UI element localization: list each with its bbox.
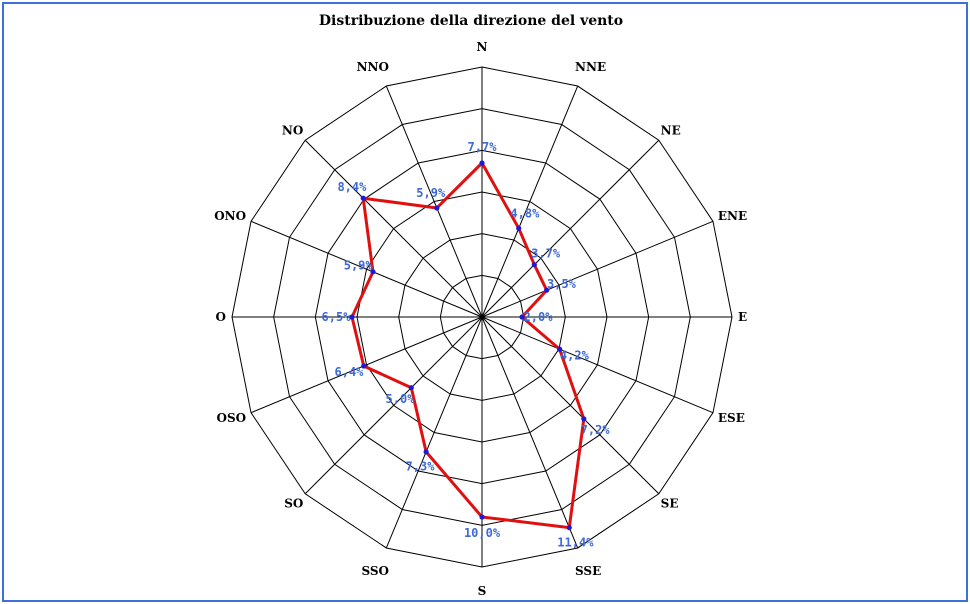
direction-label-s: S — [478, 584, 487, 598]
data-point-n — [479, 160, 485, 166]
value-label-sso: 7,3% — [406, 460, 436, 474]
data-point-no — [360, 195, 366, 201]
direction-label-oso: OSO — [217, 411, 247, 425]
value-label-ono: 5,9% — [344, 259, 374, 273]
value-label-ene: 3,5% — [547, 277, 577, 291]
direction-label-no: NO — [282, 123, 303, 137]
direction-label-sse: SSE — [575, 564, 601, 578]
series-line — [350, 161, 586, 530]
value-label-nno: 5,9% — [416, 186, 446, 200]
direction-label-ene: ENE — [718, 209, 747, 223]
grid-spoke-ene — [481, 220, 714, 318]
value-label-se: 7,2% — [581, 423, 611, 437]
value-label-s: 10,0% — [464, 526, 501, 540]
value-label-nne: 4,8% — [510, 207, 540, 221]
data-point-s — [479, 514, 485, 520]
value-label-ne: 3,7% — [531, 246, 561, 260]
data-point-so — [408, 385, 414, 391]
value-labels: 7,7% 4,8% 3,7% 3,5% 2,0% 4,2% 7,2% 11,4% 10,0% 7,… — [322, 140, 611, 549]
direction-label-o: O — [216, 310, 226, 324]
grid-spoke-sse — [481, 316, 579, 549]
direction-label-ese: ESE — [718, 411, 745, 425]
radar-grid — [231, 66, 733, 568]
grid-spoke-nne — [481, 85, 579, 318]
grid-spoke-se — [481, 316, 660, 495]
grid-spoke-no — [304, 139, 483, 318]
direction-label-nne: NNE — [575, 60, 606, 74]
value-label-no: 8,4% — [337, 180, 367, 194]
data-point-e — [519, 314, 525, 320]
grid-spoke-sso — [385, 316, 483, 549]
grid-spoke-so — [304, 316, 483, 495]
value-label-sse: 11,4% — [557, 535, 594, 549]
data-point-nne — [516, 225, 522, 231]
grid-spoke-ono — [250, 220, 483, 318]
direction-label-ono: ONO — [214, 209, 246, 223]
value-label-o: 6,5% — [322, 310, 352, 324]
value-label-e: 2,0% — [524, 310, 554, 324]
direction-label-n: N — [477, 40, 488, 54]
data-point-ne — [531, 262, 537, 268]
grid-spoke-ne — [481, 139, 660, 318]
value-label-n: 7,7% — [468, 140, 498, 154]
data-point-sse — [566, 525, 572, 531]
grid-spoke-nno — [385, 85, 483, 318]
grid-spoke-ese — [481, 316, 714, 414]
direction-label-se: SE — [661, 497, 679, 511]
data-point-sso — [423, 449, 429, 455]
direction-label-nno: NNO — [357, 60, 389, 74]
data-point-ene — [544, 287, 550, 293]
value-label-so: 5,0% — [386, 392, 416, 406]
grid-spoke-oso — [250, 316, 483, 414]
direction-label-ne: NE — [661, 123, 681, 137]
data-point-ono — [370, 269, 376, 275]
data-point-oso — [361, 363, 367, 369]
chart-title: Distribuzione della direzione del vento — [319, 13, 623, 29]
direction-label-sso: SSO — [361, 564, 389, 578]
direction-label-so: SO — [284, 497, 303, 511]
series — [349, 160, 587, 531]
data-point-ese — [557, 346, 563, 352]
data-point-nno — [434, 205, 440, 211]
direction-labels: N NNE NE ENE E ESE SE SSE S SSO SO OSO O ONO NO NNO — [214, 40, 747, 598]
value-label-oso: 6,4% — [335, 365, 365, 379]
value-label-ese: 4,2% — [560, 348, 590, 362]
data-point-se — [581, 416, 587, 422]
data-point-o — [349, 314, 355, 320]
direction-label-e: E — [738, 310, 747, 324]
